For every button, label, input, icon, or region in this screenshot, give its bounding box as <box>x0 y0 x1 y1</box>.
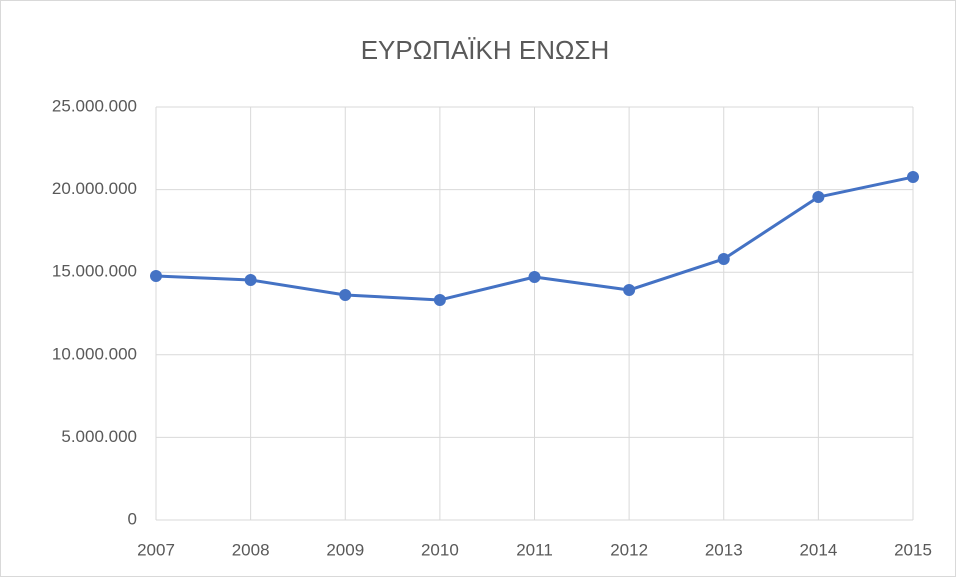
y-tick-label: 20.000.000 <box>52 179 137 198</box>
y-tick-label: 0 <box>128 509 137 528</box>
x-tick-label: 2012 <box>610 540 648 559</box>
x-tick-label: 2015 <box>894 540 932 559</box>
x-tick-label: 2014 <box>799 540 837 559</box>
data-point <box>244 273 257 286</box>
data-point <box>907 171 919 184</box>
data-point <box>528 270 541 283</box>
x-tick-label: 2013 <box>705 540 743 559</box>
x-tick-label: 2009 <box>326 540 364 559</box>
y-tick-label: 15.000.000 <box>52 262 137 281</box>
data-point <box>812 191 825 204</box>
y-tick-label: 5.000.000 <box>61 427 137 446</box>
chart-title: ΕΥΡΩΠΑΪΚΗ ΕΝΩΣΗ <box>361 35 610 65</box>
y-tick-label: 10.000.000 <box>52 344 137 363</box>
y-tick-label: 25.000.000 <box>52 96 137 115</box>
x-tick-label: 2008 <box>232 540 270 559</box>
x-tick-label: 2007 <box>137 540 175 559</box>
x-tick-label: 2010 <box>421 540 459 559</box>
data-point <box>150 269 162 282</box>
data-point <box>339 288 352 301</box>
data-point <box>623 284 636 297</box>
data-point <box>717 252 730 265</box>
x-tick-label: 2011 <box>516 540 553 559</box>
data-point <box>433 293 446 306</box>
